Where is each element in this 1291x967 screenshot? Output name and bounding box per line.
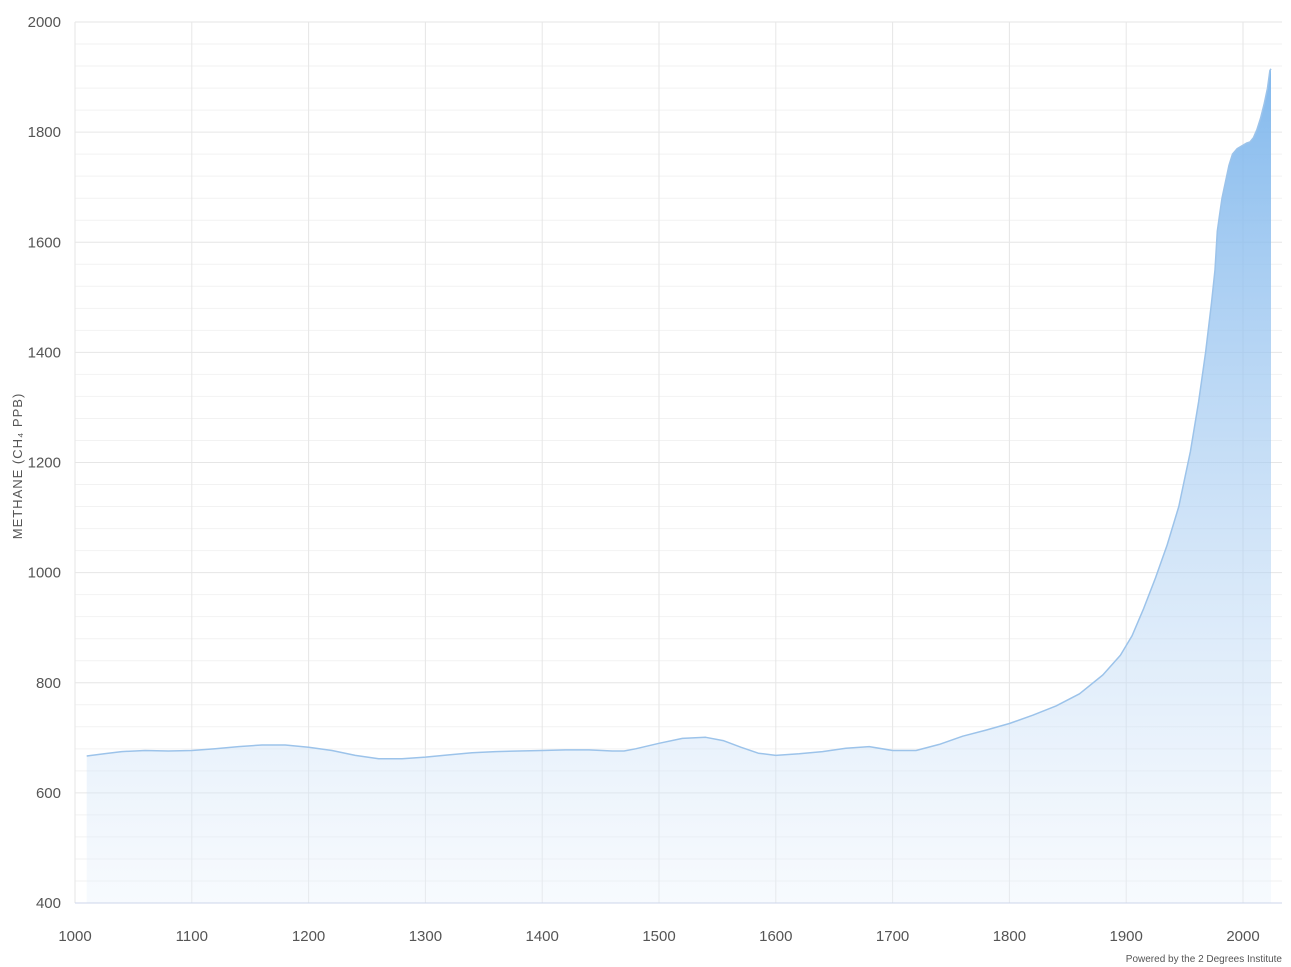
y-tick-label: 600	[36, 785, 61, 802]
y-axis-title: METHANE (CH₄ PPB)	[10, 393, 25, 540]
y-tick-label: 2000	[28, 14, 61, 31]
x-tick-label: 1700	[876, 928, 909, 945]
methane-area-fill	[86, 68, 1272, 904]
x-tick-label: 1000	[58, 928, 91, 945]
y-tick-label: 1000	[28, 565, 61, 582]
x-tick-label: 1900	[1110, 928, 1143, 945]
x-tick-label: 1500	[642, 928, 675, 945]
x-tick-label: 2000	[1226, 928, 1259, 945]
x-tick-label: 1800	[993, 928, 1026, 945]
y-tick-label: 800	[36, 675, 61, 692]
x-tick-label: 1100	[176, 928, 208, 945]
methane-series-line	[86, 68, 1272, 760]
y-tick-label: 1400	[28, 344, 61, 361]
y-tick-label: 1600	[28, 234, 61, 251]
x-tick-label: 1400	[526, 928, 559, 945]
y-tick-label: 1200	[28, 455, 61, 472]
plot-area	[86, 68, 1272, 904]
x-tick-label: 1300	[409, 928, 442, 945]
x-tick-label: 1200	[292, 928, 325, 945]
x-tick-label: 1600	[759, 928, 792, 945]
y-tick-label: 1800	[28, 124, 61, 141]
credit-text: Powered by the 2 Degrees Institute	[1126, 954, 1283, 965]
axes: 400 600 800 1000 1200 1400 1600 1800 2000 1000 110…	[28, 14, 1282, 945]
y-tick-label: 400	[36, 895, 61, 912]
